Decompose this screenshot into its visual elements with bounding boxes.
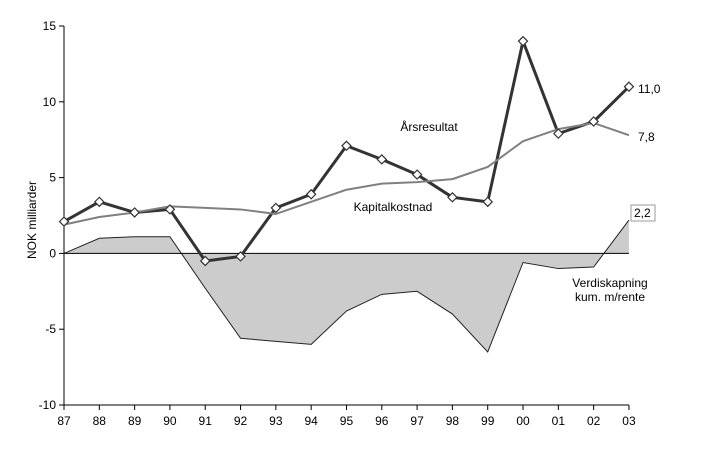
y-tick-label: 0	[49, 246, 56, 260]
arsresultat-marker	[199, 255, 211, 267]
arsresultat-marker	[93, 196, 105, 208]
x-tick-label: 00	[516, 414, 530, 428]
y-axis-label: NOK milliarder	[25, 181, 39, 259]
kapitalkostnad-line	[63, 122, 630, 226]
arsresultat-marker	[517, 35, 529, 47]
y-tick-label: 10	[43, 95, 57, 109]
y-tick-label: 15	[43, 19, 57, 33]
x-tick-label: 99	[481, 414, 495, 428]
arsresultat-marker	[164, 204, 176, 215]
y-tick-label: 5	[49, 171, 56, 185]
x-tick-label: 91	[199, 414, 213, 428]
x-tick-label: 98	[446, 414, 460, 428]
end-label-kapitalkostnad: 7,8	[638, 130, 655, 144]
kapitalkostnad-label: Kapitalkostnad	[354, 200, 433, 214]
arsresultat-marker	[376, 154, 388, 165]
arsresultat-marker	[341, 140, 352, 152]
y-tick-label: -10	[39, 398, 57, 412]
end-label-arsresultat: 11,0	[638, 82, 661, 96]
end-label-verdiskapning: 2,2	[634, 206, 651, 220]
arsresultat-marker	[270, 202, 282, 214]
arsresultat-marker	[588, 116, 599, 127]
arsresultat-marker	[482, 196, 494, 208]
x-tick-label: 02	[587, 414, 601, 428]
arsresultat-marker	[129, 207, 140, 218]
x-tick-label: 90	[163, 414, 177, 428]
y-ticks: 15 10 5 0 -5 -10	[39, 19, 64, 412]
verdiskapning-fill	[64, 220, 629, 352]
x-tick-label: 87	[57, 414, 71, 428]
x-tick-label: 97	[410, 414, 424, 428]
y-tick-label: -5	[45, 322, 56, 336]
x-tick-label: 89	[128, 414, 142, 428]
arsresultat-marker	[411, 169, 423, 180]
arsresultat-marker	[305, 188, 317, 200]
end-label-verdiskapning-box	[630, 204, 656, 222]
arsresultat-label: Årsresultat	[400, 119, 458, 134]
arsresultat-marker	[552, 128, 564, 139]
arsresultat-marker	[623, 81, 635, 92]
verdiskapning-label-line2: kum. m/rente	[575, 290, 645, 304]
arsresultat-marker	[447, 191, 458, 203]
arsresultat-marker	[235, 251, 246, 262]
x-tick-label: 92	[234, 414, 248, 428]
x-ticks: 87 88 89 90 91 92 93 94 95 96 97 98 99 00 01 02 03	[57, 404, 636, 428]
x-tick-label: 93	[269, 414, 283, 428]
markers-layer	[58, 35, 635, 267]
x-tick-label: 03	[622, 414, 636, 428]
verdiskapning-line	[63, 219, 630, 353]
verdiskapning-label-line1: Verdiskapning	[572, 276, 647, 290]
x-tick-label: 96	[375, 414, 389, 428]
x-tick-label: 88	[93, 414, 107, 428]
x-tick-label: 95	[340, 414, 354, 428]
arsresultat-marker	[58, 216, 70, 227]
x-tick-label: 01	[552, 414, 566, 428]
x-tick-label: 94	[304, 414, 318, 428]
axes-layer	[63, 26, 629, 405]
verdiskapning-area-layer	[63, 219, 630, 353]
